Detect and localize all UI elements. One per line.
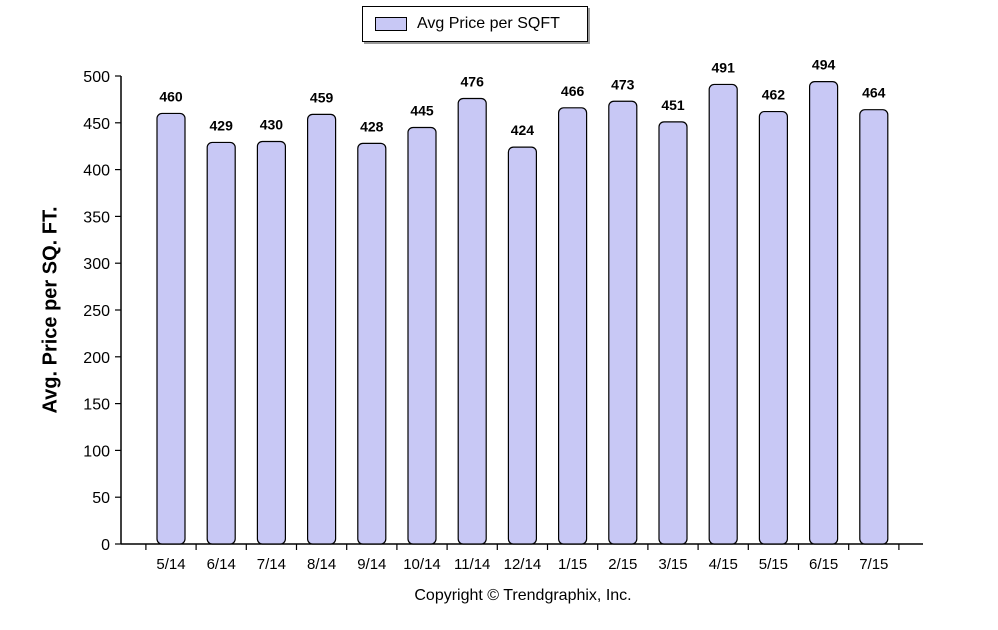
bar bbox=[307, 113, 337, 545]
x-tick-label: 6/14 bbox=[207, 556, 236, 573]
x-tick-label: 5/14 bbox=[156, 556, 185, 573]
bar bbox=[507, 146, 537, 545]
y-axis-label: Avg. Price per SQ. FT. bbox=[39, 206, 62, 414]
y-tick-label: 250 bbox=[83, 303, 110, 320]
bar-value-label: 451 bbox=[661, 97, 685, 113]
y-tick-label: 400 bbox=[83, 163, 110, 180]
x-tick-label: 9/14 bbox=[357, 556, 386, 573]
y-tick-label: 450 bbox=[83, 116, 110, 133]
bar bbox=[407, 126, 437, 545]
bar-value-label: 466 bbox=[561, 83, 585, 99]
bar bbox=[256, 140, 286, 545]
y-tick-label: 150 bbox=[83, 397, 110, 414]
bar-value-label: 476 bbox=[461, 73, 485, 89]
bar-value-label: 494 bbox=[812, 57, 836, 73]
x-tick-label: 1/15 bbox=[558, 556, 587, 573]
bar bbox=[859, 109, 889, 545]
bar-value-label: 428 bbox=[360, 118, 384, 134]
bar-value-label: 459 bbox=[310, 89, 334, 105]
y-tick-label: 500 bbox=[83, 69, 110, 86]
x-tick-label: 2/15 bbox=[608, 556, 637, 573]
y-tick-label: 0 bbox=[101, 537, 110, 554]
bar-value-label: 464 bbox=[862, 85, 886, 101]
bar-value-label: 424 bbox=[511, 122, 535, 138]
x-tick-label: 11/14 bbox=[454, 556, 490, 573]
bar bbox=[206, 141, 236, 545]
copyright-text: Copyright © Trendgraphix, Inc. bbox=[414, 587, 632, 604]
bar bbox=[457, 97, 487, 545]
bar bbox=[557, 107, 588, 545]
bar-value-label: 491 bbox=[712, 59, 736, 75]
bar-value-label: 460 bbox=[159, 88, 183, 104]
bar bbox=[808, 81, 839, 545]
legend: Avg Price per SQFT bbox=[362, 6, 588, 42]
bar-value-label: 473 bbox=[611, 76, 635, 92]
x-tick-label: 3/15 bbox=[658, 556, 687, 573]
x-tick-label: 7/15 bbox=[859, 556, 888, 573]
bar bbox=[708, 83, 738, 545]
legend-swatch bbox=[375, 17, 407, 31]
bar bbox=[758, 110, 789, 545]
x-tick-label: 7/14 bbox=[257, 556, 286, 573]
bar-value-label: 430 bbox=[260, 117, 284, 133]
y-tick-label: 100 bbox=[83, 443, 110, 460]
bar bbox=[156, 112, 186, 545]
bar-value-label: 462 bbox=[762, 87, 786, 103]
x-tick-label: 8/14 bbox=[307, 556, 336, 573]
bar bbox=[357, 142, 387, 545]
x-tick-label: 5/15 bbox=[759, 556, 788, 573]
y-tick-label: 200 bbox=[83, 350, 110, 367]
y-tick-label: 50 bbox=[92, 490, 110, 507]
bar bbox=[658, 121, 688, 545]
legend-label: Avg Price per SQFT bbox=[417, 15, 560, 32]
x-tick-label: 4/15 bbox=[709, 556, 738, 573]
bar bbox=[608, 100, 638, 545]
y-tick-label: 350 bbox=[83, 209, 110, 226]
bar-value-label: 429 bbox=[210, 117, 234, 133]
y-tick-label: 300 bbox=[83, 256, 110, 273]
x-tick-label: 12/14 bbox=[504, 556, 542, 573]
bar-value-label: 445 bbox=[410, 102, 434, 118]
x-tick-label: 10/14 bbox=[403, 556, 441, 573]
x-tick-label: 6/15 bbox=[809, 556, 838, 573]
